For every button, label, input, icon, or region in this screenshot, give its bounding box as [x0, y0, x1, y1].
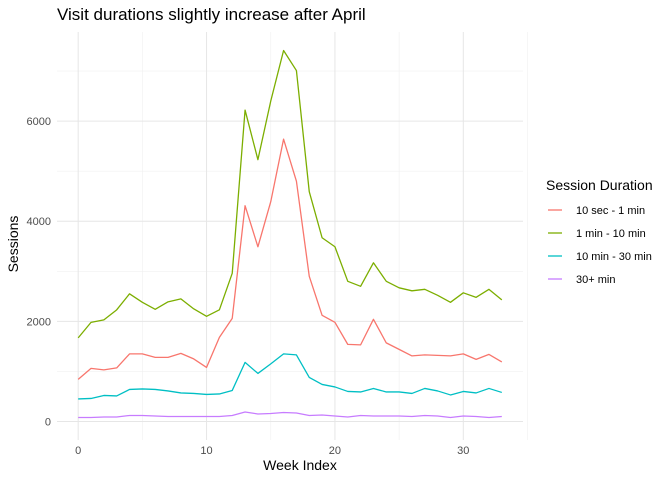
y-tick-label: 0 [45, 416, 51, 428]
legend-label-3: 30+ min [576, 274, 615, 286]
series-line-2 [78, 353, 503, 400]
y-tick-label: 2000 [27, 316, 51, 328]
x-tick-label: 30 [457, 445, 469, 457]
legend: Session Duration 10 sec - 1 min 1 min - 1… [546, 177, 653, 286]
series-line-1 [77, 49, 503, 339]
x-tick-label: 10 [200, 445, 212, 457]
series-lines [77, 49, 503, 419]
series-line-3 [78, 411, 502, 419]
x-axis-title: Week Index [263, 457, 337, 473]
y-axis-title: Sessions [5, 216, 21, 273]
x-tick-label: 0 [75, 445, 81, 457]
x-tick-labels: 0 10 20 30 [75, 445, 469, 457]
y-tick-label: 4000 [27, 216, 51, 228]
y-tick-labels: 0 2000 4000 6000 [27, 116, 51, 428]
legend-title: Session Duration [546, 177, 653, 193]
legend-label-2: 10 min - 30 min [576, 251, 652, 263]
series-line-0 [77, 138, 503, 380]
legend-label-1: 1 min - 10 min [576, 228, 646, 240]
chart-title: Visit durations slightly increase after … [57, 5, 366, 24]
x-tick-label: 20 [329, 445, 341, 457]
y-tick-label: 6000 [27, 116, 51, 128]
grid [57, 32, 528, 440]
legend-label-0: 10 sec - 1 min [576, 205, 645, 217]
